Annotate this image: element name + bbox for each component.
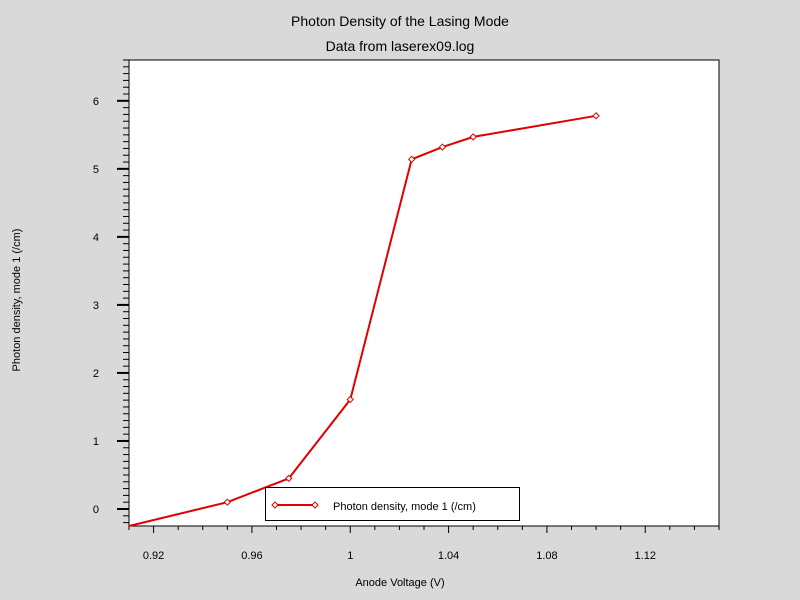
data-point-marker: [285, 474, 293, 483]
legend: Photon density, mode 1 (/cm): [265, 487, 520, 521]
x-axis-label: Anode Voltage (V): [355, 577, 445, 589]
x-tick-label: 0.96: [241, 550, 262, 562]
series-line: [128, 114, 597, 527]
data-point-marker: [469, 133, 477, 141]
y-tick-label: 6: [93, 96, 99, 108]
y-tick-label: 5: [93, 164, 99, 176]
data-point-marker: [592, 112, 600, 120]
x-tick-label: 1: [347, 550, 353, 562]
data-point-marker: [346, 395, 354, 404]
legend-swatch: [271, 501, 319, 509]
data-point-marker: [223, 498, 232, 506]
y-tick-label: 0: [93, 504, 99, 516]
x-tick-label: 0.92: [143, 550, 164, 562]
data-point-marker: [438, 143, 447, 151]
x-tick-label: 1.04: [438, 550, 459, 562]
legend-entry-label: Photon density, mode 1 (/cm): [333, 501, 476, 513]
y-tick-label: 2: [93, 368, 99, 380]
x-tick-label: 1.12: [635, 550, 656, 562]
chart-title: Photon Density of the Lasing Mode: [291, 13, 509, 29]
y-tick-label: 3: [93, 300, 99, 312]
data-point-marker: [408, 155, 416, 164]
y-axis-label: Photon density, mode 1 (/cm): [11, 228, 23, 372]
x-tick-label: 1.08: [536, 550, 557, 562]
chart-subtitle: Data from laserex09.log: [325, 38, 475, 54]
y-tick-label: 1: [93, 436, 99, 448]
plot-area: [128, 59, 720, 527]
y-tick-label: 4: [93, 232, 99, 244]
